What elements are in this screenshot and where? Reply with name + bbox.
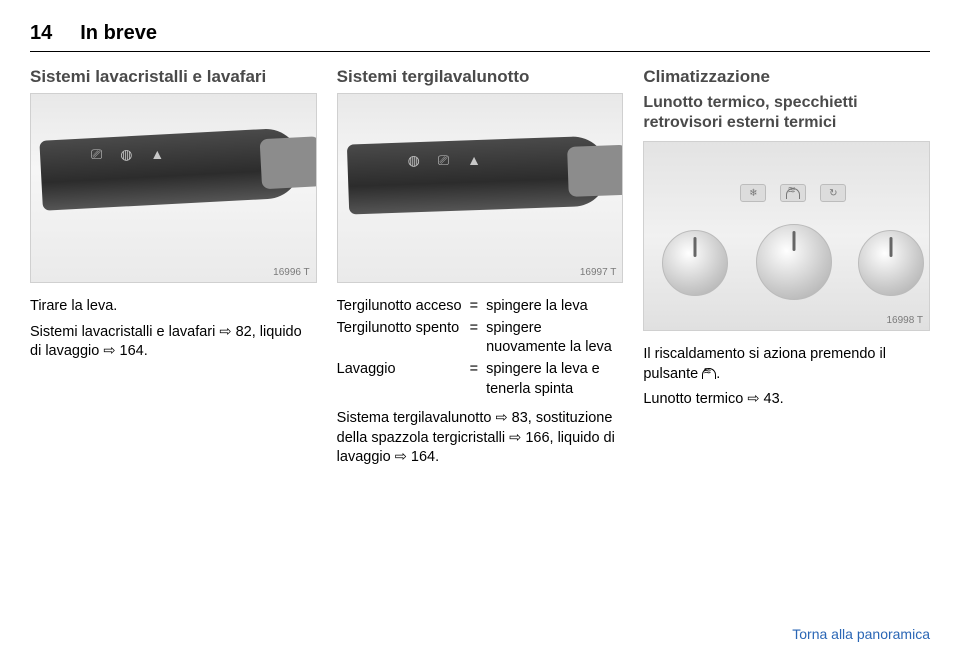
eq-sign: = (468, 360, 480, 399)
col1-p2-post: . (144, 343, 148, 359)
back-to-overview-link[interactable]: Torna alla panoramica (792, 626, 930, 642)
col1-ref2: 164 (120, 343, 144, 359)
col3-heading: Climatizzazione (643, 66, 930, 87)
page-number: 14 (30, 22, 52, 45)
table-row: Lavaggio (337, 360, 462, 399)
col2-para: Sistema tergilavalunotto ⇨ 83, sostituzi… (337, 409, 624, 468)
arrow-icon: ⇨ (747, 391, 759, 407)
col3-p1: Il riscaldamento si aziona premendo il p… (643, 345, 930, 384)
col2-ref2: 166 (525, 430, 549, 446)
column-2: Sistemi tergilavalunotto ◍⎚▲ 16997 T Ter… (337, 66, 624, 474)
column-3: Climatizzazione Lunotto termico, specchi… (643, 66, 930, 474)
col3-p2-post: . (780, 391, 784, 407)
col2-ref3: 164 (411, 449, 435, 465)
col3-ref: 43 (764, 391, 780, 407)
col2-heading: Sistemi tergilavalunotto (337, 66, 624, 87)
col3-p2: Lunotto termico ⇨ 43. (643, 390, 930, 410)
col3-image-caption: 16998 T (887, 315, 924, 326)
table-row-val: spingere nuovamente la leva (486, 319, 623, 358)
column-1: Sistemi lavacristalli e lavafari ⎚◍▲ 169… (30, 66, 317, 474)
col2-table: Tergilunotto acceso = spingere la leva T… (337, 297, 624, 399)
col1-p2: Sistemi lavacristalli e lavafari ⇨ 82, l… (30, 323, 317, 362)
col1-image: ⎚◍▲ 16996 T (30, 93, 317, 283)
col3-p2-pre: Lunotto termico (643, 391, 747, 407)
col3-image: ❄ ↻ 16998 T (643, 141, 930, 331)
arrow-icon: ⇨ (509, 430, 521, 446)
col1-ref1: 82 (236, 324, 252, 340)
eq-sign: = (468, 319, 480, 358)
col1-p1: Tirare la leva. (30, 297, 317, 317)
col2-para-pre: Sistema tergilavalunotto (337, 410, 496, 426)
table-row-val: spingere la leva e tenerla spinta (486, 360, 623, 399)
arrow-icon: ⇨ (495, 410, 507, 426)
col2-para-post: . (435, 449, 439, 465)
arrow-icon: ⇨ (103, 343, 115, 359)
defrost-icon (702, 368, 716, 379)
col1-image-caption: 16996 T (273, 267, 310, 278)
col3-p1-pre: Il riscaldamento si aziona premendo il p… (643, 346, 886, 382)
arrow-icon: ⇨ (395, 449, 407, 465)
col3-subheading: Lunotto termico, specchietti retrovisori… (643, 93, 930, 133)
section-title: In breve (80, 22, 157, 45)
col2-ref1: 83 (512, 410, 528, 426)
divider (30, 51, 930, 52)
col2-image: ◍⎚▲ 16997 T (337, 93, 624, 283)
col3-p1-post: . (716, 366, 720, 382)
col1-heading: Sistemi lavacristalli e lavafari (30, 66, 317, 87)
eq-sign: = (468, 297, 480, 317)
table-row: Tergilunotto acceso (337, 297, 462, 317)
col2-image-caption: 16997 T (580, 267, 617, 278)
arrow-icon: ⇨ (219, 324, 231, 340)
table-row: Tergilunotto spento (337, 319, 462, 358)
table-row-val: spingere la leva (486, 297, 623, 317)
col1-p2-pre: Sistemi lavacristalli e lavafari (30, 324, 219, 340)
